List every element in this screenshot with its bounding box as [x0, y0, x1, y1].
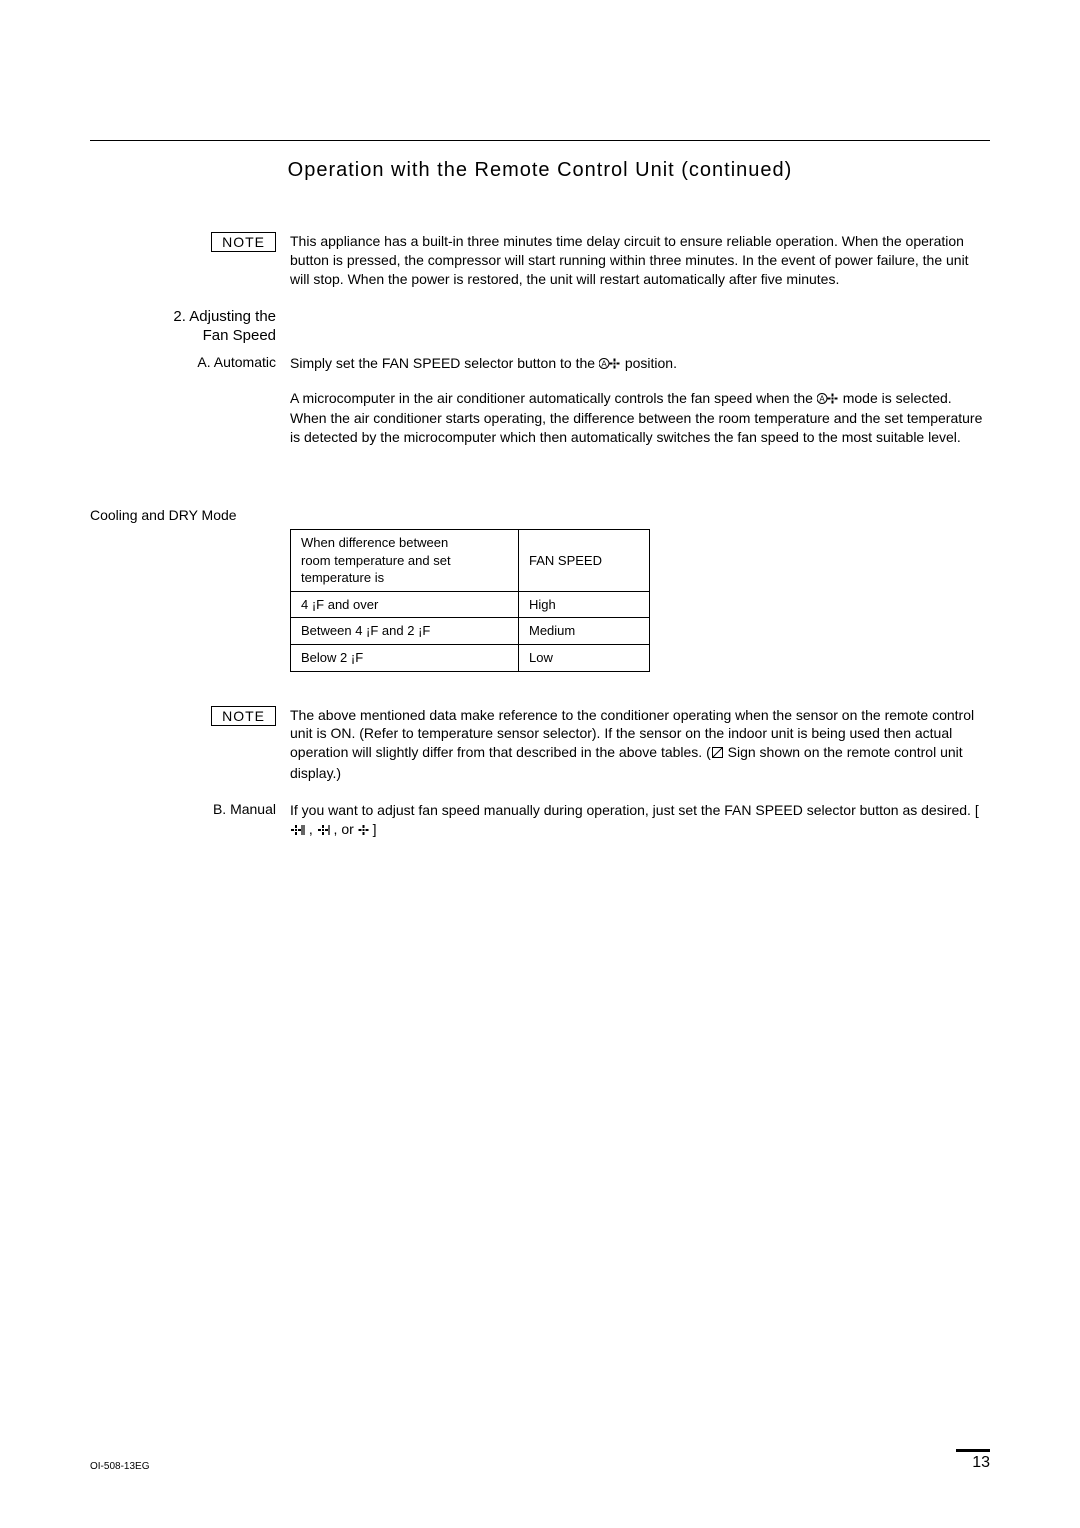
- automatic-label: A. Automatic: [90, 354, 290, 370]
- th-diff: When difference between room temperature…: [291, 530, 519, 592]
- page: Operation with the Remote Control Unit (…: [0, 0, 1080, 1528]
- automatic-para2: A microcomputer in the air conditioner a…: [290, 389, 990, 448]
- automatic-line1: Simply set the FAN SPEED selector button…: [290, 354, 990, 375]
- top-rule: [90, 140, 990, 141]
- note-2-text: The above mentioned data make reference …: [290, 706, 990, 784]
- svg-text:A: A: [601, 359, 607, 368]
- r3c2: Low: [519, 644, 650, 671]
- manual-text-b: ]: [369, 821, 377, 837]
- r1c2: High: [519, 591, 650, 618]
- th-diff-l3: temperature is: [301, 569, 508, 587]
- manual-row: B. Manual If you want to adjust fan spee…: [90, 801, 990, 841]
- fan-med-icon: [317, 822, 330, 841]
- page-title: Operation with the Remote Control Unit (…: [90, 159, 990, 182]
- fan-speed-table: When difference between room temperature…: [290, 529, 650, 671]
- automatic-row: A. Automatic Simply set the FAN SPEED se…: [90, 354, 990, 448]
- section-2-h-l1: 2. Adjusting the: [90, 307, 276, 327]
- th-diff-l1: When difference between: [301, 534, 508, 552]
- table-row-2: Between 4 ¡F and 2 ¡F Medium: [291, 618, 650, 645]
- note-1-label: NOTE: [211, 232, 276, 252]
- note-2-row: NOTE The above mentioned data make refer…: [90, 706, 990, 784]
- automatic-para2-a: A microcomputer in the air conditioner a…: [290, 390, 817, 406]
- note-2-label: NOTE: [211, 706, 276, 726]
- auto-fan-icon-2: A: [817, 391, 839, 410]
- th-diff-l2: room temperature and set: [301, 552, 508, 570]
- r1c1: 4 ¡F and over: [291, 591, 519, 618]
- automatic-line1-b: position.: [621, 355, 677, 371]
- manual-text-mid2: , or: [330, 821, 358, 837]
- r2c2: Medium: [519, 618, 650, 645]
- footer-left: OI-508-13EG: [90, 1461, 149, 1472]
- note-1-row: NOTE This appliance has a built-in three…: [90, 232, 990, 289]
- table-header-row: When difference between room temperature…: [291, 530, 650, 592]
- th-speed: FAN SPEED: [519, 530, 650, 592]
- table-row-3: Below 2 ¡F Low: [291, 644, 650, 671]
- manual-text-a: If you want to adjust fan speed manually…: [290, 802, 979, 818]
- fan-low-icon: [358, 822, 369, 841]
- svg-text:A: A: [819, 394, 825, 403]
- footer: OI-508-13EG 13: [90, 1449, 990, 1472]
- auto-fan-icon: A: [599, 356, 621, 375]
- table-row-1: 4 ¡F and over High: [291, 591, 650, 618]
- fan-high-icon: [290, 822, 305, 841]
- manual-text-mid1: ,: [305, 821, 317, 837]
- manual-text: If you want to adjust fan speed manually…: [290, 801, 990, 841]
- automatic-line1-a: Simply set the FAN SPEED selector button…: [290, 355, 599, 371]
- section-2-row: 2. Adjusting the Fan Speed: [90, 307, 990, 346]
- page-number: 13: [956, 1449, 990, 1472]
- section-2-h-l2: Fan Speed: [90, 326, 276, 346]
- table-row: When difference between room temperature…: [90, 525, 990, 687]
- no-sensor-icon: [711, 745, 724, 764]
- note-1-text: This appliance has a built-in three minu…: [290, 232, 990, 289]
- r3c1: Below 2 ¡F: [291, 644, 519, 671]
- mode-label: Cooling and DRY Mode: [90, 507, 990, 523]
- manual-label: B. Manual: [90, 801, 290, 817]
- r2c1: Between 4 ¡F and 2 ¡F: [291, 618, 519, 645]
